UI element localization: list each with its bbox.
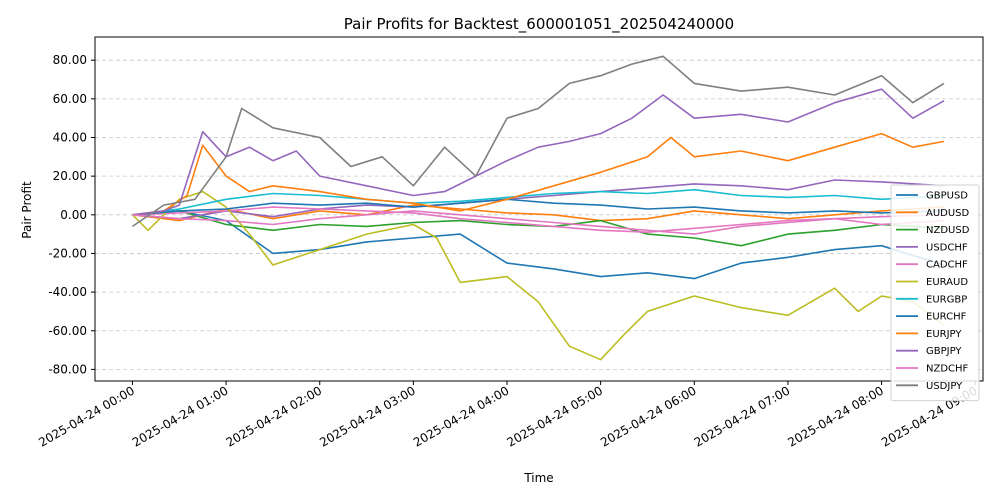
legend-label: GBPJPY	[926, 346, 962, 357]
series-line-usdjpy	[132, 55, 945, 228]
y-tick-label: -80.00	[48, 362, 87, 376]
x-tick-label: 2025-04-24 05:00	[504, 383, 605, 449]
legend-label: CADCHF	[926, 260, 968, 271]
y-tick-label: 20.00	[53, 169, 87, 183]
legend-label: EURAUD	[926, 277, 968, 288]
x-axis-label: Time	[523, 471, 553, 485]
legend-label: AUDUSD	[926, 208, 970, 219]
legend-label: NZDCHF	[926, 364, 969, 375]
legend-label: USDCHF	[926, 242, 968, 253]
x-tick-label: 2025-04-24 06:00	[598, 383, 699, 449]
chart-title: Pair Profits for Backtest_600001051_2025…	[344, 15, 734, 34]
series-line-nzdusd	[132, 210, 945, 247]
legend-label: NZDUSD	[926, 225, 970, 236]
series-line-nzdchf	[132, 210, 945, 235]
y-tick-label: -20.00	[48, 246, 87, 260]
y-tick-label: 0.00	[60, 208, 87, 222]
series-line-eurchf	[132, 198, 945, 216]
x-tick-label: 2025-04-24 01:00	[130, 383, 231, 449]
legend-label: EURGBP	[926, 294, 967, 305]
series-line-audusd	[132, 204, 945, 222]
x-tick-label: 2025-04-24 08:00	[785, 383, 886, 449]
legend-label: EURCHF	[926, 312, 967, 323]
legend: GBPUSD AUDUSD NZDUSD USDCHF CADCHF EURAUD EURG…	[890, 184, 980, 402]
y-axis-label: Pair Profit	[20, 181, 34, 239]
legend-box	[890, 184, 980, 402]
x-tick-label: 2025-04-24 04:00	[411, 383, 512, 449]
x-tick-label: 2025-04-24 03:00	[317, 383, 418, 449]
x-tick-label: 2025-04-24 00:00	[36, 383, 137, 449]
y-axis-ticks: -80.00 -60.00 -40.00 -20.00 0.00 20.00 40.00 60…	[48, 53, 95, 376]
legend-label: EURJPY	[926, 329, 962, 340]
legend-label: GBPUSD	[926, 191, 968, 202]
legend-label: USDJPY	[926, 381, 963, 392]
series-line-gbpusd	[132, 210, 945, 280]
series-line-cadchf	[132, 206, 945, 233]
plot-frame	[94, 36, 984, 382]
series-line-eurgbp	[132, 188, 945, 216]
y-tick-label: -40.00	[48, 285, 87, 299]
series-line-gbpjpy	[132, 88, 945, 216]
y-tick-label: 40.00	[53, 130, 87, 144]
series-lines	[131, 55, 945, 361]
y-tick-label: 60.00	[53, 92, 87, 106]
series-line-eurjpy	[132, 132, 945, 216]
series-line-euraud	[131, 190, 945, 361]
y-tick-label: -60.00	[48, 324, 87, 338]
series-line-usdchf	[132, 179, 945, 220]
y-tick-label: 80.00	[53, 53, 87, 67]
x-tick-label: 2025-04-24 07:00	[692, 383, 793, 449]
x-tick-label: 2025-04-24 02:00	[224, 383, 325, 449]
